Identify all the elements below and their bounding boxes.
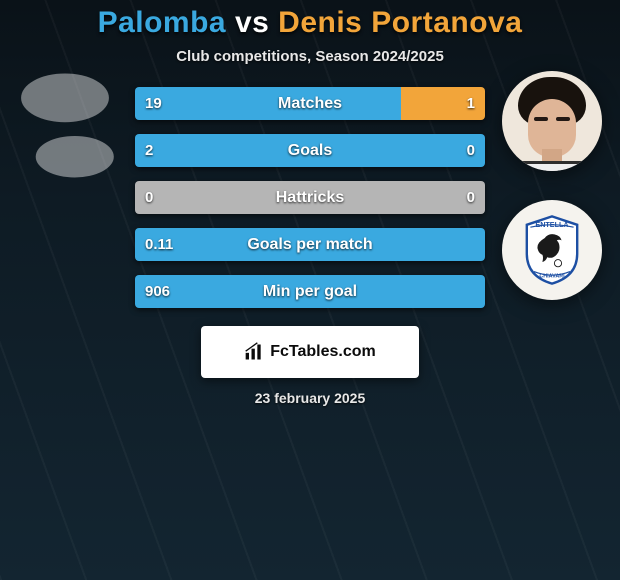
stat-value-right: 1 [467,87,475,120]
stat-bars: 191Matches20Goals00Hattricks0.11Goals pe… [135,87,485,308]
crest-top-text: ENTELLA [535,220,568,229]
brand-label: FcTables.com [270,343,376,361]
stat-bar-left-segment [135,275,485,308]
subtitle: Club competitions, Season 2024/2025 [0,48,620,65]
stat-bar-left-segment [135,87,401,120]
comparison-card: Palomba vs Denis Portanova Club competit… [0,0,620,580]
stat-bar: 00Hattricks [135,181,485,214]
stat-value-left: 2 [145,134,153,167]
stat-value-right: 0 [467,181,475,214]
title-vs: vs [226,6,278,39]
club-crest-right: ENTELLA CHIAVARI [502,200,602,300]
stat-value-right: 0 [467,134,475,167]
stat-bar-left-segment [135,134,485,167]
stat-value-left: 906 [145,275,170,308]
page-title: Palomba vs Denis Portanova [0,6,620,40]
title-player-right: Denis Portanova [278,6,522,39]
bar-chart-icon [244,342,264,362]
stat-bar: 0.11Goals per match [135,228,485,261]
stat-bar-left-segment [135,181,310,214]
stat-bar-left-segment [135,228,485,261]
stat-value-left: 0.11 [145,228,173,261]
stat-bar-right-segment [310,181,485,214]
player-photo-right [502,71,602,171]
crest-bottom-text: CHIAVARI [539,274,565,280]
stat-value-left: 0 [145,181,153,214]
stat-bar: 191Matches [135,87,485,120]
shield-icon: ENTELLA CHIAVARI [516,214,588,286]
stat-bar: 906Min per goal [135,275,485,308]
player-face-illustration [502,71,602,171]
stat-value-left: 19 [145,87,162,120]
stat-bar: 20Goals [135,134,485,167]
brand-badge: FcTables.com [201,326,419,378]
player-silhouette-left-bottom [4,125,126,247]
date-label: 23 february 2025 [0,390,620,406]
title-player-left: Palomba [98,6,227,39]
stats-area: ENTELLA CHIAVARI 191Matches20Goals00Hatt… [0,87,620,308]
